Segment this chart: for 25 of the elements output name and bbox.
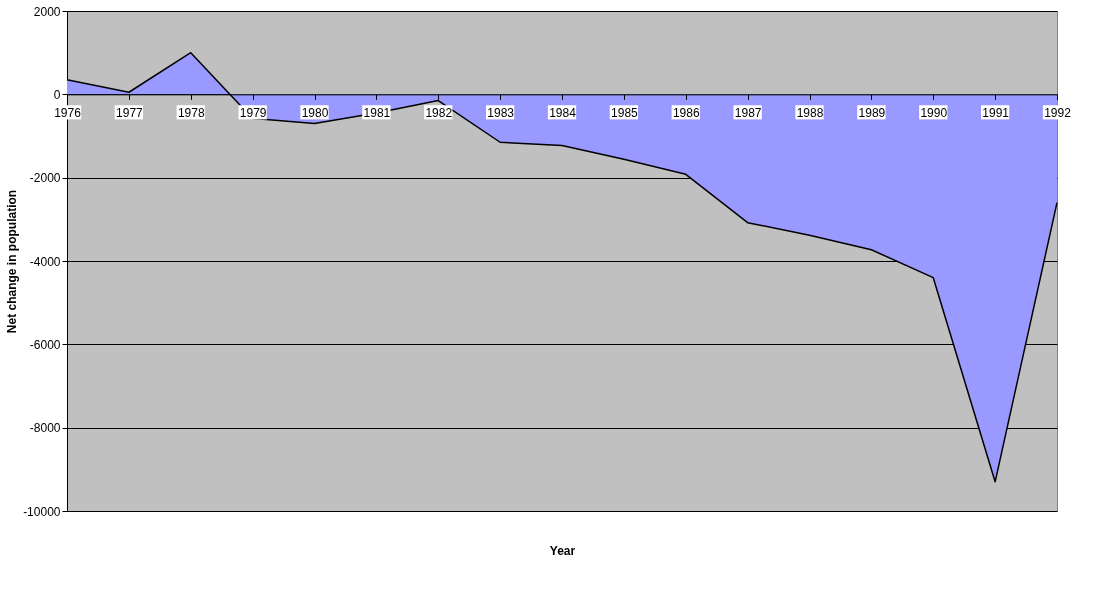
x-tick-label: 1977 xyxy=(116,105,144,120)
y-axis-title: Net change in population xyxy=(5,189,20,334)
x-tick-label: 1986 xyxy=(672,105,700,120)
x-tick-label: 1987 xyxy=(734,105,762,120)
y-tick-label: -4000 xyxy=(29,254,61,269)
x-tick-label: 1989 xyxy=(858,105,886,120)
x-tick-label: 1992 xyxy=(1044,105,1072,120)
x-tick-label: 1978 xyxy=(177,105,205,120)
x-tick-label: 1990 xyxy=(920,105,948,120)
x-tick-label: 1985 xyxy=(611,105,639,120)
x-tick-label: 1988 xyxy=(796,105,824,120)
y-tick-label: 0 xyxy=(53,87,61,102)
y-tick-label: -10000 xyxy=(23,504,61,519)
y-tick-label: -6000 xyxy=(29,337,61,352)
x-axis-title: Year xyxy=(549,543,576,558)
x-tick-label: 1979 xyxy=(239,105,267,120)
y-tick-label: -2000 xyxy=(29,171,61,186)
y-tick-label: 2000 xyxy=(33,4,61,19)
y-tick-label: -8000 xyxy=(29,421,61,436)
x-tick-label: 1991 xyxy=(982,105,1010,120)
x-tick-label: 1976 xyxy=(54,105,82,120)
x-tick-label: 1984 xyxy=(549,105,577,120)
x-tick-label: 1983 xyxy=(487,105,515,120)
x-tick-label: 1982 xyxy=(425,105,453,120)
x-tick-label: 1980 xyxy=(301,105,329,120)
